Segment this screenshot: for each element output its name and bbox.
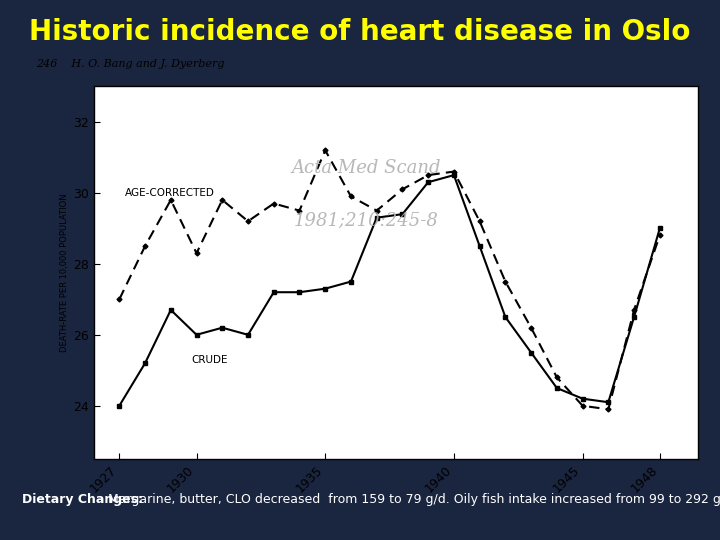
Text: CRUDE: CRUDE: [192, 355, 228, 365]
Text: 1981;210:245-8: 1981;210:245-8: [293, 212, 438, 230]
Text: Margarine, butter, CLO decreased  from 159 to 79 g/d. Oily fish intake increased: Margarine, butter, CLO decreased from 15…: [104, 493, 720, 506]
Text: Dietary Changes:: Dietary Changes:: [22, 493, 143, 506]
Text: Acta Med Scand: Acta Med Scand: [291, 159, 441, 177]
Y-axis label: DEATH-RATE PER 10,000 POPULATION: DEATH-RATE PER 10,000 POPULATION: [60, 193, 68, 352]
Text: AGE-CORRECTED: AGE-CORRECTED: [125, 188, 215, 198]
Text: Historic incidence of heart disease in Oslo: Historic incidence of heart disease in O…: [30, 18, 690, 45]
Text: 246    H. O. Bang and J. Dyerberg: 246 H. O. Bang and J. Dyerberg: [36, 58, 225, 69]
